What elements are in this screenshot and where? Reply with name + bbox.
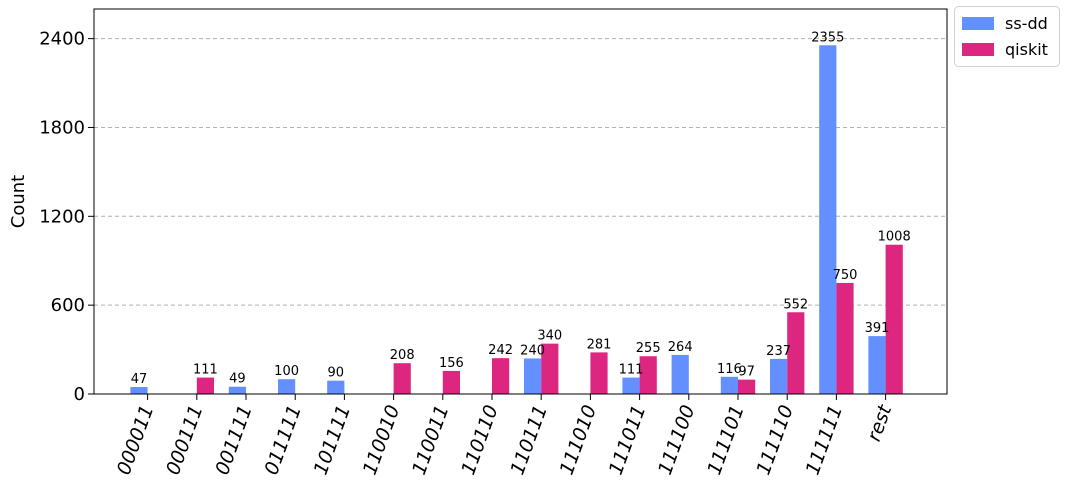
value-label-qiskit-111110: 552 <box>783 297 808 312</box>
value-label-qiskit-000111: 111 <box>193 363 218 378</box>
value-label-ss-dd-111101: 116 <box>717 362 742 377</box>
y-tick-label: 600 <box>51 295 85 316</box>
bar-ss-dd-011111 <box>278 379 296 394</box>
value-label-qiskit-110111: 340 <box>537 329 562 344</box>
bar-ss-dd-000011 <box>130 387 148 394</box>
y-axis: 0 600 1200 1800 2400 <box>39 29 94 405</box>
x-tick-label: 111010 <box>556 402 601 478</box>
y-tick-label: 0 <box>74 384 85 405</box>
bar-qiskit-111101 <box>738 379 756 394</box>
bar-ss-dd-111110 <box>770 358 788 394</box>
y-tick-label: 2400 <box>39 29 85 50</box>
bar-qiskit-rest <box>885 244 903 394</box>
gridlines <box>94 38 947 306</box>
bar-qiskit-110111 <box>541 343 559 394</box>
bar-qiskit-111110 <box>787 312 805 394</box>
bar-qiskit-110011 <box>442 370 460 394</box>
bar-ss-dd-111111 <box>819 45 837 395</box>
value-label-qiskit-111011: 255 <box>636 341 661 356</box>
value-label-ss-dd-110111: 240 <box>520 343 545 358</box>
x-tick-label: 011111 <box>260 402 305 478</box>
x-tick-label: 110111 <box>506 402 551 478</box>
plot-frame <box>93 8 948 395</box>
x-tick-label: 001111 <box>211 402 256 478</box>
x-tick-label: rest <box>863 401 897 445</box>
x-tick-label: 111101 <box>703 402 748 478</box>
bar-qiskit-110010 <box>393 363 411 394</box>
value-label-ss-dd-101111: 90 <box>328 366 345 381</box>
value-label-qiskit-111111: 750 <box>833 268 858 283</box>
legend: ss-dd qiskit <box>954 6 1060 67</box>
x-tick-label: 111111 <box>802 402 847 478</box>
value-label-qiskit-110011: 156 <box>439 356 464 371</box>
bar-ss-dd-110111 <box>524 358 542 394</box>
y-tick-label: 1800 <box>39 117 85 138</box>
bar-ss-dd-rest <box>868 336 886 394</box>
x-tick-label: 000011 <box>113 402 158 478</box>
x-tick-label: 101111 <box>310 402 355 478</box>
bar-qiskit-000111 <box>196 377 214 394</box>
bar-ss-dd-101111 <box>327 380 345 394</box>
x-tick-label: 000111 <box>162 402 207 478</box>
bar-qiskit-111111 <box>836 282 854 394</box>
bar-ss-dd-111100 <box>671 354 689 394</box>
x-tick-label: 111110 <box>752 402 797 478</box>
value-label-qiskit-rest: 1008 <box>878 230 911 245</box>
x-tick-label: 110110 <box>457 402 502 478</box>
y-axis-label: Count <box>8 175 29 228</box>
value-label-qiskit-110110: 242 <box>488 343 513 358</box>
value-label-ss-dd-111011: 111 <box>619 363 644 378</box>
value-label-ss-dd-rest: 391 <box>865 321 890 336</box>
legend-label-qiskit: qiskit <box>1005 40 1048 59</box>
value-label-ss-dd-011111: 100 <box>274 364 299 379</box>
bar-qiskit-111011 <box>639 356 657 394</box>
legend-swatch-qiskit <box>962 43 994 56</box>
bar-ss-dd-111011 <box>622 377 640 394</box>
value-label-ss-dd-001111: 49 <box>229 372 246 387</box>
legend-label-ss-dd: ss-dd <box>1005 14 1048 33</box>
x-tick-label: 111100 <box>654 402 699 478</box>
x-tick-label: 110010 <box>359 402 404 478</box>
legend-swatch-ss-dd <box>962 17 994 30</box>
bar-ss-dd-111101 <box>720 376 738 394</box>
x-axis: 000011 000111 001111 011111 101111 110010 1100… <box>113 394 897 478</box>
value-label-ss-dd-000011: 47 <box>131 372 148 387</box>
value-label-ss-dd-111110: 237 <box>766 344 791 359</box>
value-label-qiskit-110010: 208 <box>390 348 415 363</box>
bars <box>130 45 903 395</box>
value-label-ss-dd-111100: 264 <box>668 340 693 355</box>
value-label-ss-dd-111111: 2355 <box>811 30 844 45</box>
x-tick-label: 110011 <box>408 402 453 478</box>
bar-qiskit-110110 <box>492 358 510 394</box>
value-label-qiskit-111010: 281 <box>587 337 612 352</box>
y-tick-label: 1200 <box>39 206 85 227</box>
bar-ss-dd-001111 <box>228 386 246 394</box>
x-tick-label: 111011 <box>605 402 650 478</box>
value-label-qiskit-111101: 97 <box>738 365 755 380</box>
bar-qiskit-111010 <box>590 352 608 394</box>
